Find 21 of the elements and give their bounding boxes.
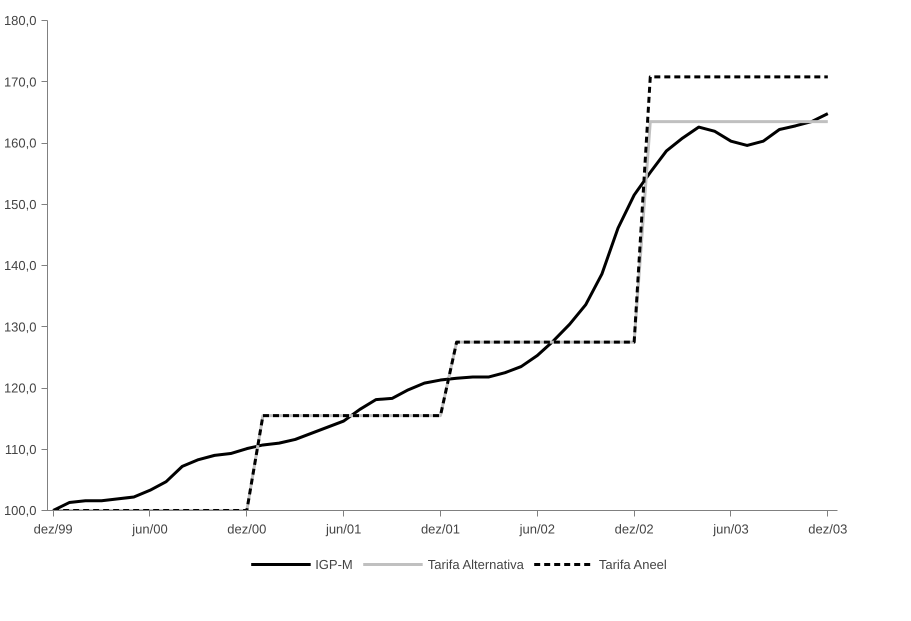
legend-label: Tarifa Alternativa — [428, 556, 524, 572]
x-tick-label: dez/03 — [808, 522, 848, 536]
y-tick-label: 170,0 — [4, 74, 37, 90]
y-tick-label: 110,0 — [4, 442, 37, 457]
y-tick-label: 160,0 — [4, 136, 37, 150]
x-tick-label: dez/99 — [34, 522, 73, 536]
x-tick-label: jun/03 — [712, 522, 749, 536]
y-tick-label: 180,0 — [4, 13, 37, 28]
x-tick-label: dez/00 — [227, 522, 266, 536]
y-tick-label: 100,0 — [4, 503, 37, 518]
x-tick-label: jun/01 — [324, 522, 362, 536]
legend-label: IGP-M — [315, 556, 353, 572]
x-tick-label: jun/00 — [131, 522, 168, 536]
x-tick-label: jun/02 — [518, 522, 556, 536]
y-tick-label: 120,0 — [4, 380, 37, 396]
y-tick-label: 140,0 — [4, 258, 37, 273]
y-tick-label: 150,0 — [4, 196, 37, 212]
x-tick-label: dez/02 — [614, 522, 654, 536]
legend-label: Tarifa Aneel — [598, 556, 667, 572]
x-tick-label: dez/01 — [420, 522, 460, 536]
y-tick-label: 130,0 — [4, 319, 37, 334]
